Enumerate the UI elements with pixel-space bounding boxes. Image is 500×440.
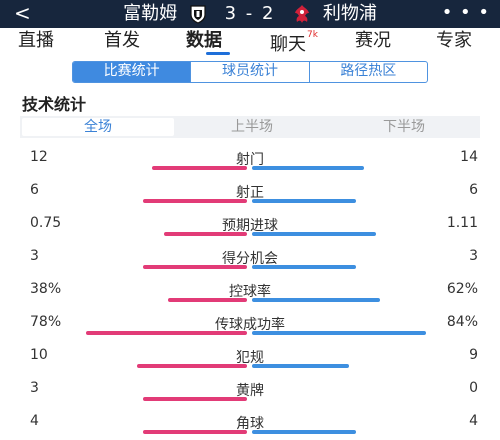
tab-data-label: 数据 — [186, 30, 222, 51]
tab-live-label: 直播 — [18, 30, 54, 51]
away-stat-bar — [252, 199, 356, 203]
stat-row: 3 黄牌 0 — [0, 380, 500, 412]
tab-lineup-label: 首发 — [104, 30, 140, 51]
away-stat-bar — [252, 298, 380, 302]
tab-lineup[interactable]: 首发 — [104, 30, 140, 52]
away-stat-bar — [252, 166, 364, 170]
period-switcher: 全场 上半场 下半场 — [20, 116, 480, 138]
home-stat-bar — [164, 232, 247, 236]
home-stat-bar — [137, 364, 247, 368]
home-value: 10 — [30, 347, 48, 363]
stats-type-switcher: 比赛统计 球员统计 路径热区 — [72, 61, 428, 83]
period-second-half[interactable]: 下半场 — [383, 119, 425, 135]
away-team-name: 利物浦 — [322, 3, 377, 24]
away-value: 14 — [460, 149, 478, 165]
stat-row: 12 射门 14 — [0, 149, 500, 181]
away-stat-bar — [252, 430, 356, 434]
stat-row: 10 犯规 9 — [0, 347, 500, 379]
segment-heatmap[interactable]: 路径热区 — [308, 62, 427, 82]
tab-chat[interactable]: 聊天7k — [270, 30, 318, 56]
home-stat-bar — [143, 199, 247, 203]
stat-label: 传球成功率 — [215, 317, 285, 333]
tab-events-label: 赛况 — [355, 30, 391, 51]
away-value: 6 — [469, 182, 478, 198]
stat-row: 0.75 预期进球 1.11 — [0, 215, 500, 247]
stat-label: 犯规 — [236, 350, 264, 366]
away-value: 62% — [446, 281, 478, 297]
home-value: 6 — [30, 182, 39, 198]
back-icon[interactable]: < — [14, 1, 31, 25]
home-stat-bar — [143, 397, 247, 401]
stat-row: 3 得分机会 3 — [0, 248, 500, 280]
home-value: 0.75 — [30, 215, 62, 231]
tab-live[interactable]: 直播 — [18, 30, 54, 52]
tab-expert[interactable]: 专家 — [436, 30, 472, 52]
stat-label: 得分机会 — [222, 251, 278, 267]
segment-match-stats[interactable]: 比赛统计 — [73, 62, 191, 82]
away-value: 3 — [469, 248, 478, 264]
match-header: < 富勒姆 3 - 2 利物浦 • • • — [0, 0, 500, 28]
home-stat-bar — [86, 331, 247, 335]
away-stat-bar — [252, 364, 349, 368]
main-tabs: 直播 首发 数据 聊天7k 赛况 专家 — [0, 28, 500, 56]
home-value: 78% — [30, 314, 62, 330]
stat-label: 射门 — [236, 152, 264, 168]
home-value: 4 — [30, 413, 39, 429]
away-value: 0 — [469, 380, 478, 396]
away-value: 9 — [469, 347, 478, 363]
tab-expert-label: 专家 — [436, 30, 472, 51]
home-team-name: 富勒姆 — [123, 3, 178, 24]
stat-label: 角球 — [236, 416, 264, 432]
liverpool-crest-icon — [295, 5, 310, 23]
segment-player-stats[interactable]: 球员统计 — [190, 62, 308, 82]
chat-count-badge: 7k — [307, 30, 318, 40]
stat-row: 78% 传球成功率 84% — [0, 314, 500, 346]
more-icon[interactable]: • • • — [441, 2, 490, 23]
away-value: 84% — [446, 314, 478, 330]
home-stat-bar — [168, 298, 247, 302]
home-value: 3 — [30, 248, 39, 264]
away-stat-bar — [252, 331, 426, 335]
score: 3 - 2 — [224, 3, 276, 24]
stat-label: 射正 — [236, 185, 264, 201]
tab-events[interactable]: 赛况 — [355, 30, 391, 52]
match-title: 富勒姆 3 - 2 利物浦 — [0, 3, 500, 25]
period-full-match[interactable]: 全场 — [22, 118, 174, 136]
stat-row: 38% 控球率 62% — [0, 281, 500, 313]
away-stat-bar — [252, 265, 356, 269]
tab-data[interactable]: 数据 — [186, 30, 222, 52]
home-stat-bar — [143, 265, 247, 269]
tab-chat-label: 聊天 — [270, 34, 306, 55]
away-value: 4 — [469, 413, 478, 429]
stat-label: 黄牌 — [236, 383, 264, 399]
away-value: 1.11 — [446, 215, 478, 231]
home-value: 3 — [30, 380, 39, 396]
stat-label: 预期进球 — [222, 218, 278, 234]
stat-row: 6 射正 6 — [0, 182, 500, 214]
section-title: 技术统计 — [22, 95, 87, 114]
active-tab-indicator — [206, 52, 230, 55]
fulham-crest-icon — [190, 5, 206, 24]
home-stat-bar — [143, 430, 247, 434]
home-value: 12 — [30, 149, 48, 165]
home-value: 38% — [30, 281, 62, 297]
period-first-half[interactable]: 上半场 — [231, 119, 273, 135]
stat-label: 控球率 — [229, 284, 271, 300]
away-stat-bar — [252, 232, 376, 236]
home-stat-bar — [152, 166, 247, 170]
stat-row: 4 角球 4 — [0, 413, 500, 440]
